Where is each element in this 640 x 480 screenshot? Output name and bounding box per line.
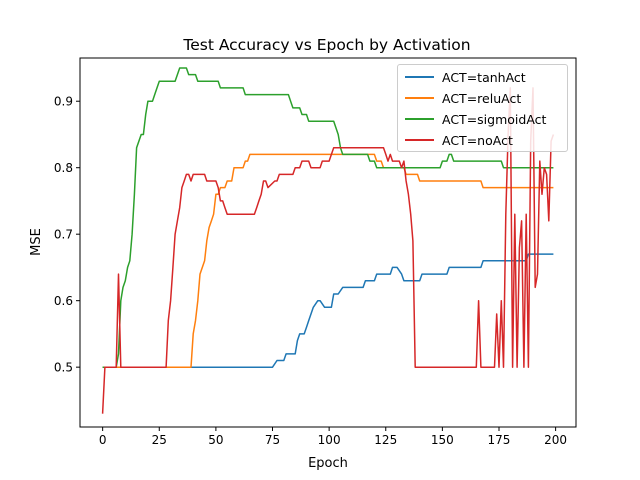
y-tick-label-2: 0.7 [54,228,73,242]
axes-frame [79,57,577,428]
x-tick-label-3: 75 [265,433,280,447]
legend: ACT=tanhAct ACT=reluAct ACT=sigmoidAct A… [397,64,568,152]
x-tick-label-0: 0 [99,433,107,447]
x-tick-label-2: 50 [208,433,223,447]
y-axis-ticks: 0.5 0.6 0.7 0.8 0.9 [54,95,80,375]
series-line-3 [101,87,555,414]
series-line-1 [102,153,554,368]
x-tick-label-6: 150 [431,433,454,447]
legend-swatch-sigmoid [405,118,434,120]
series-line-2 [102,67,554,368]
legend-swatch-tanh [405,76,434,78]
legend-label-tanh: ACT=tanhAct [442,69,526,85]
x-tick-label-5: 125 [374,433,397,447]
legend-item-noact: ACT=noAct [405,130,513,150]
chart-title: Test Accuracy vs Epoch by Activation [182,36,470,54]
legend-label-sigmoid: ACT=sigmoidAct [442,111,547,127]
plot-area: 0 25 50 75 100 125 150 175 200 0.5 0.6 0.7 0.8 0.9 [54,57,577,447]
legend-swatch-noact [405,139,434,141]
x-tick-label-8: 200 [544,433,567,447]
legend-label-noact: ACT=noAct [442,132,513,148]
x-axis-label: Epoch [308,456,348,471]
legend-item-sigmoid: ACT=sigmoidAct [405,109,546,129]
x-axis-ticks: 0 25 50 75 100 125 150 175 200 [99,427,567,447]
y-tick-label-4: 0.9 [54,95,73,109]
x-tick-label-7: 175 [488,433,511,447]
legend-item-tanh: ACT=tanhAct [405,67,526,87]
series-line-0 [102,253,554,368]
legend-swatch-relu [405,97,434,99]
y-tick-label-1: 0.6 [54,294,73,308]
x-tick-label-1: 25 [152,433,167,447]
legend-label-relu: ACT=reluAct [442,90,522,106]
y-tick-label-0: 0.5 [54,361,73,375]
y-tick-label-3: 0.8 [54,161,73,175]
series-layer [101,67,555,414]
legend-item-relu: ACT=reluAct [405,88,521,108]
y-axis-label: MSE [29,228,44,256]
x-tick-label-4: 100 [318,433,341,447]
